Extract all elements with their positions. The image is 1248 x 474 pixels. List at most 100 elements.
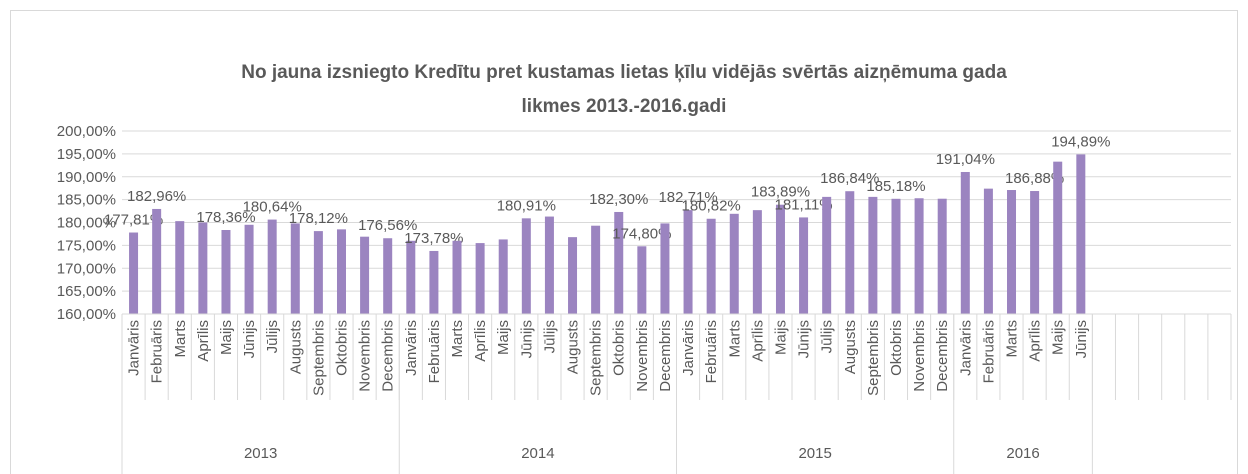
bar [313, 231, 323, 314]
bar [244, 224, 254, 314]
bar [937, 198, 947, 314]
y-tick-label: 195,00% [57, 146, 116, 163]
group-label: 2013 [244, 445, 277, 462]
x-tick-label: Decembris [657, 320, 674, 392]
data-label: 186,88% [1005, 170, 1064, 187]
bar [1030, 191, 1040, 314]
bar [475, 243, 485, 314]
data-label: 183,89% [751, 184, 810, 201]
data-label: 176,56% [358, 217, 417, 234]
group-label: 2015 [798, 445, 831, 462]
bar [775, 204, 785, 314]
y-tick-label: 165,00% [57, 283, 116, 300]
bar [891, 198, 901, 314]
bar [498, 239, 508, 314]
bar [221, 230, 231, 314]
x-tick-label: Maijs [1050, 320, 1067, 355]
bar [1076, 154, 1086, 314]
data-label: 173,78% [404, 230, 463, 247]
y-tick-label: 175,00% [57, 237, 116, 254]
data-label: 185,18% [866, 178, 925, 195]
data-label: 178,12% [289, 210, 348, 227]
y-tick-label: 200,00% [57, 123, 116, 140]
data-label: 178,36% [196, 209, 255, 226]
bar [729, 213, 739, 314]
bar [868, 196, 878, 314]
bar [1007, 190, 1017, 314]
bar [336, 229, 346, 314]
x-tick-label: Februāris [980, 320, 997, 383]
x-tick-label: Septembris [588, 320, 605, 396]
data-label: 191,04% [936, 151, 995, 168]
bar [914, 198, 924, 314]
x-tick-label: Augusts [287, 320, 304, 374]
data-label: 177,81% [104, 212, 163, 229]
x-tick-label: Jūnijs [796, 320, 813, 358]
x-tick-label: Jūnijs [1073, 320, 1090, 358]
y-tick-label: 170,00% [57, 260, 116, 277]
bar [706, 218, 716, 314]
data-label: 174,80% [612, 225, 671, 242]
bar [845, 191, 855, 314]
bar [152, 208, 162, 314]
x-tick-label: Janvāris [403, 320, 420, 376]
x-tick-label: Maijs [772, 320, 789, 355]
x-tick-label: Janvāris [126, 320, 143, 376]
data-label: 194,89% [1051, 133, 1110, 150]
bar [429, 250, 439, 314]
bar [452, 240, 462, 314]
x-tick-label: Aprīlis [749, 320, 766, 362]
bar [752, 210, 762, 314]
x-tick-label: Augusts [565, 320, 582, 374]
x-tick-label: Marts [726, 320, 743, 358]
x-tick-label: Septembris [865, 320, 882, 396]
chart-title: likmes 2013.-2016.gadi [522, 96, 727, 117]
x-tick-label: Decembris [934, 320, 951, 392]
bar [1053, 161, 1063, 314]
bar [614, 211, 624, 314]
x-tick-label: Novembris [911, 320, 928, 392]
bar [129, 232, 139, 314]
y-tick-label: 180,00% [57, 215, 116, 232]
x-tick-label: Marts [1004, 320, 1021, 358]
x-tick-label: Septembris [310, 320, 327, 396]
x-tick-label: Novembris [634, 320, 651, 392]
data-label: 180,82% [682, 198, 741, 215]
group-label: 2014 [521, 445, 554, 462]
bar [683, 210, 693, 314]
x-tick-label: Aprīlis [195, 320, 212, 362]
bar [383, 238, 393, 314]
bar [198, 222, 208, 314]
bar [960, 171, 970, 314]
x-tick-label: Oktobris [333, 320, 350, 376]
x-tick-label: Aprīlis [1027, 320, 1044, 362]
bar [544, 216, 554, 314]
bar [591, 225, 601, 314]
data-label: 186,84% [820, 170, 879, 187]
x-tick-label: Augusts [842, 320, 859, 374]
bar [799, 217, 809, 314]
bar [568, 237, 578, 314]
bar [175, 221, 185, 314]
y-tick-label: 185,00% [57, 192, 116, 209]
data-label: 182,30% [589, 191, 648, 208]
x-tick-label: Novembris [357, 320, 374, 392]
x-tick-label: Oktobris [888, 320, 905, 376]
x-tick-label: Janvāris [680, 320, 697, 376]
x-tick-label: Maijs [495, 320, 512, 355]
bar [660, 223, 670, 314]
data-label: 181,11% [775, 196, 833, 213]
data-label: 182,96% [127, 188, 186, 205]
x-tick-label: Jūlijs [541, 320, 558, 353]
bar [983, 188, 993, 314]
x-tick-label: Jūlijs [819, 320, 836, 353]
x-tick-label: Marts [449, 320, 466, 358]
x-tick-label: Aprīlis [472, 320, 489, 362]
x-tick-label: Februāris [426, 320, 443, 383]
x-tick-label: Marts [172, 320, 189, 358]
x-tick-label: Maijs [218, 320, 235, 355]
x-tick-label: Jūlijs [264, 320, 281, 353]
y-tick-label: 160,00% [57, 306, 116, 323]
bar [406, 240, 416, 314]
